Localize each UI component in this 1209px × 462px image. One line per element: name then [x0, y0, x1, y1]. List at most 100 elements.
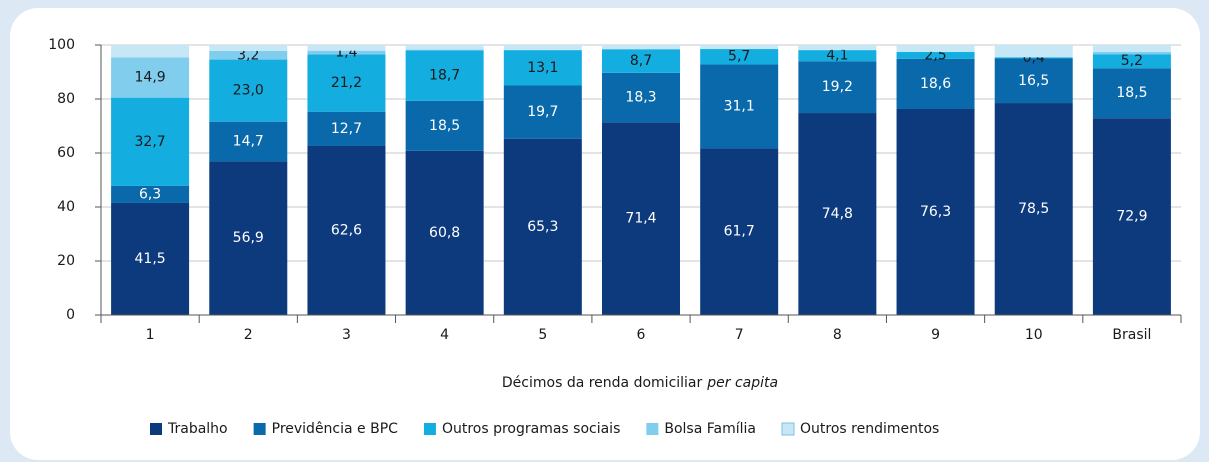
bar-segment — [111, 57, 190, 98]
bar-segment — [994, 45, 1073, 58]
value-label: 14,9 — [135, 70, 166, 86]
value-label: 5,2 — [1121, 53, 1143, 69]
value-label: 31,1 — [724, 98, 755, 114]
bar-segment — [405, 45, 484, 50]
value-label: 32,7 — [135, 134, 166, 150]
value-label: 61,7 — [724, 224, 755, 240]
value-label: 14,7 — [233, 134, 264, 150]
bar-segment — [209, 161, 288, 315]
value-label: 78,5 — [1018, 201, 1049, 217]
bar-segment — [111, 202, 190, 315]
bar-segment — [896, 45, 975, 52]
bar-segment — [700, 64, 779, 149]
value-label: 60,8 — [429, 225, 460, 241]
value-label: 5,7 — [728, 49, 750, 65]
bar-segment — [503, 50, 582, 86]
value-label: 6,3 — [139, 186, 161, 202]
bar-segment — [307, 145, 386, 315]
legend-swatch — [150, 423, 162, 435]
bar-segment — [307, 50, 386, 55]
bar-segment — [700, 45, 779, 49]
legend-label: Outros rendimentos — [800, 421, 939, 437]
bar-segment — [405, 100, 484, 151]
value-label: 18,6 — [920, 76, 951, 92]
value-label: 18,7 — [429, 68, 460, 84]
legend-label: Previdência e BPC — [272, 421, 399, 437]
y-tick-label: 0 — [66, 307, 75, 323]
value-label: 62,6 — [331, 222, 362, 238]
value-label: 41,5 — [135, 251, 166, 267]
bar-segment — [602, 45, 680, 50]
bar-segment — [602, 49, 680, 73]
value-label: 23,0 — [233, 83, 264, 99]
value-label: 12,7 — [331, 121, 362, 137]
bar-segment — [503, 85, 582, 139]
value-label: 76,3 — [920, 204, 951, 220]
value-label: 19,2 — [822, 79, 853, 95]
value-label: 4,1 — [826, 48, 848, 64]
legend-label: Bolsa Família — [664, 421, 756, 437]
x-tick-label: 8 — [833, 327, 842, 343]
x-tick-label: 5 — [538, 327, 547, 343]
bar-segment — [994, 58, 1073, 104]
value-label: 71,4 — [625, 211, 656, 227]
value-label: 74,8 — [822, 206, 853, 222]
bar-segment — [111, 185, 190, 203]
value-label: 18,5 — [1116, 85, 1147, 101]
bar-segment — [405, 150, 484, 315]
bar-segment — [405, 49, 484, 51]
y-tick-label: 20 — [57, 253, 75, 269]
bar-segment — [798, 50, 877, 62]
bar-segment — [994, 103, 1073, 315]
bar-segment — [209, 121, 288, 162]
bar-segment — [209, 50, 288, 60]
bar-segment — [209, 59, 288, 122]
value-label: 13,1 — [527, 60, 558, 76]
x-tick-label: 1 — [146, 327, 155, 343]
y-tick-label: 40 — [57, 199, 75, 215]
bar-segment — [307, 54, 386, 112]
bar-segment — [896, 58, 975, 109]
bar-segment — [896, 108, 975, 316]
x-axis-title: Décimos da renda domiciliar per capita — [502, 375, 778, 391]
y-tick-label: 60 — [57, 145, 75, 161]
bar-segment — [896, 52, 975, 59]
value-label: 16,5 — [1018, 73, 1049, 89]
legend-label: Trabalho — [167, 421, 228, 437]
y-tick-label: 100 — [48, 37, 75, 53]
x-tick-label: 9 — [931, 327, 940, 343]
bar-segment — [602, 72, 680, 123]
bar-segment — [209, 45, 288, 51]
y-tick-label: 80 — [57, 91, 75, 107]
legend-swatch — [781, 422, 795, 436]
value-label: 72,9 — [1116, 209, 1147, 225]
legend-swatch — [646, 423, 659, 435]
legend-label: Outros programas sociais — [442, 421, 620, 437]
bar-segment — [405, 50, 484, 101]
value-label: 56,9 — [233, 230, 264, 246]
bar-segment — [1092, 54, 1171, 69]
value-label: 3,2 — [237, 47, 259, 63]
x-tick-label: 6 — [637, 327, 646, 343]
bar-segment — [307, 111, 386, 146]
value-label: 18,3 — [625, 90, 656, 106]
value-label: 21,2 — [331, 75, 362, 91]
bar-segment — [307, 45, 386, 51]
bar-segment — [798, 45, 877, 50]
value-label: 18,5 — [429, 118, 460, 134]
bar-segment — [700, 49, 779, 65]
bar-segment — [503, 138, 582, 315]
x-tick-label: Brasil — [1112, 327, 1151, 343]
bar-segment — [700, 148, 779, 315]
bar-segment — [111, 45, 190, 58]
bar-segment — [1092, 118, 1171, 315]
x-tick-label: 10 — [1025, 327, 1043, 343]
legend-swatch — [423, 423, 436, 435]
bar-segment — [503, 45, 582, 50]
x-tick-label: 2 — [244, 327, 253, 343]
bar-segment — [994, 57, 1073, 59]
bar-segment — [602, 122, 680, 315]
x-tick-label: 3 — [342, 327, 351, 343]
bar-segment — [1092, 45, 1171, 53]
legend-swatch — [253, 423, 266, 435]
